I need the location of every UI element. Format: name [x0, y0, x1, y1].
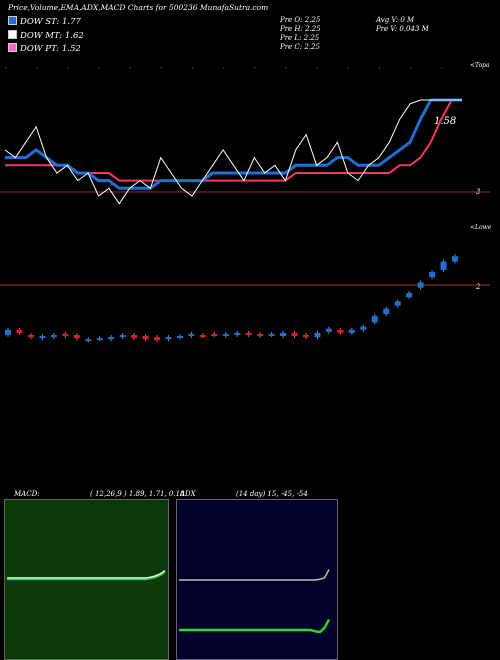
ema-short-line [5, 98, 462, 190]
prev-open: Pre O: 2.25 [280, 16, 321, 24]
macd-line [7, 570, 166, 579]
candle-body [245, 332, 252, 335]
top-tick-mark: ′ [223, 67, 225, 74]
top-tick-mark: ′ [348, 67, 350, 74]
dow-st-swatch [8, 16, 17, 25]
macd-params: ( 12,26,9 ) 1.89, 1.71, 0.18 [90, 490, 185, 498]
candle-body [108, 337, 115, 340]
candle-body [85, 339, 92, 342]
candle-body [211, 333, 218, 336]
candle-body [257, 333, 264, 337]
top-tick-mark: ′ [379, 67, 381, 74]
candle-body [16, 329, 23, 333]
candle-body [154, 337, 160, 341]
prev-close: Pre C: 2.25 [280, 43, 320, 51]
price-chart: ′ ′ ′ ′ ′ ′ ′ ′ ′ ′ ′ ′ ′ ′ ′ [0, 67, 490, 343]
top-tick-mark: ′ [192, 67, 194, 74]
candle-body [291, 332, 298, 337]
candle-body [176, 336, 183, 339]
candle-body [234, 332, 241, 335]
close-price-line [4, 99, 462, 205]
candle-body [394, 301, 401, 306]
avg-volume: Avg V: 0 M [376, 16, 415, 24]
top-tick-mark: ′ [5, 67, 7, 74]
candle-body [337, 329, 344, 333]
top-tick-mark: ′ [254, 67, 256, 74]
candle-body [303, 335, 309, 338]
candle-body [280, 332, 287, 337]
candle-body [131, 335, 138, 339]
adx-panel [176, 499, 338, 660]
candle-body [73, 335, 80, 339]
top-tick-mark: ′ [441, 67, 443, 74]
dow-st-text: DOW ST: 1.77 [20, 17, 81, 27]
candle-body [165, 337, 172, 340]
dow-pt-legend: DOW PT: 1.52 [8, 43, 81, 54]
candle-body [348, 329, 355, 333]
dow-mt-legend: DOW MT: 1.62 [8, 30, 84, 41]
price-value-label: 1.58 [434, 116, 457, 127]
top-tick-mark: ′ [130, 67, 132, 74]
chart-title: Price,Volume,EMA,ADX,MACD Charts for 500… [8, 3, 269, 12]
adx-label: ADX [180, 490, 196, 498]
dow-st-legend: DOW ST: 1.77 [8, 16, 81, 27]
candle-body [429, 272, 436, 278]
top-tick-mark: ′ [98, 67, 100, 74]
candle-body [188, 333, 195, 337]
macd-label: MACD: [14, 490, 40, 498]
candle-body [39, 336, 46, 339]
candle-body [268, 333, 275, 336]
top-tick-mark: ′ [67, 67, 69, 74]
adx-line [179, 569, 330, 581]
top-tick-mark: ′ [161, 67, 163, 74]
top-tick-mark: ′ [410, 67, 412, 74]
candle-body [142, 336, 149, 340]
top-tick-mark: ′ [317, 67, 319, 74]
candle-body [406, 293, 413, 298]
candle-body [50, 335, 57, 338]
lower-right-label: 2 [476, 283, 481, 291]
candle-body [383, 308, 390, 314]
dow-mt-text: DOW MT: 1.62 [20, 31, 84, 41]
candle-body [5, 329, 11, 335]
candle-body [417, 282, 424, 288]
macd-signal-line [7, 571, 166, 581]
adx-chart [179, 569, 331, 634]
top-tick-mark: ′ [36, 67, 38, 74]
top-tick-mark: ′ [285, 67, 287, 74]
prev-low: Pre L: 2.25 [280, 34, 320, 42]
candle-body [371, 316, 378, 323]
candle-body [222, 333, 229, 337]
candle-body [360, 326, 367, 330]
candle-body [119, 335, 126, 338]
dow-pt-swatch [8, 43, 17, 52]
adx-params: (14 day) 15, -45, -54 [236, 490, 308, 498]
prev-high: Pre H: 2.25 [280, 25, 321, 33]
dow-pt-text: DOW PT: 1.52 [20, 44, 81, 54]
candle-body [27, 335, 34, 338]
di-line [179, 618, 331, 634]
candle-body [199, 335, 206, 337]
macd-panel [4, 499, 169, 660]
candle-body [62, 333, 69, 337]
candle-body [452, 256, 458, 262]
top-label: <Topa [470, 62, 490, 69]
candle-body [440, 261, 447, 270]
lower-label: <Lowe [470, 224, 492, 231]
candle-body [314, 332, 321, 338]
dow-mt-swatch [8, 30, 17, 39]
prev-volume: Pre V: 0.043 M [376, 25, 429, 33]
macd-chart [7, 570, 166, 581]
candle-body [325, 328, 332, 332]
candle-body [96, 338, 103, 341]
